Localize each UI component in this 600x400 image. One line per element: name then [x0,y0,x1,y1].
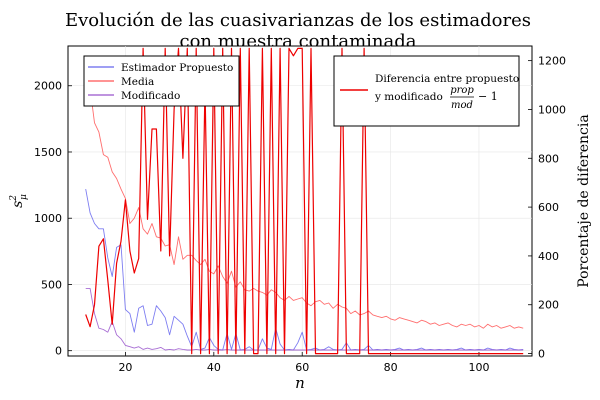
y-left-axis-ticks: 0 500 1000 1500 2000 [34,80,72,358]
legend-label-media: Media [121,76,154,88]
legend-label-propuesto: Estimador Propuesto [121,62,233,74]
legend-right: Diferencia entre propuesto y modificado … [333,55,520,127]
y-left-axis-label: s2μ [9,194,29,208]
x-axis-label: n [295,374,305,392]
y-right-tick-label: 1200 [538,55,566,68]
svg-text:s2μ: s2μ [9,194,29,208]
x-tick-label: 100 [468,361,489,374]
y-right-tick-label: 800 [538,152,559,165]
y-right-tick-label: 0 [538,348,545,361]
x-tick-label: 20 [118,361,132,374]
series-line-media [85,56,524,329]
legend-diff-suffix: − 1 [478,90,498,103]
legend-diff-frac-num: prop [450,85,474,96]
y-left-tick-label: 1000 [34,212,62,225]
y-right-axis-ticks: 0 200 400 600 800 1000 1200 [528,55,566,361]
y-right-tick-label: 600 [538,201,559,214]
y-left-tick-label: 1500 [34,146,62,159]
legend-left: Estimador Propuesto Media Modificado [83,55,240,107]
y-left-tick-label: 2000 [34,80,62,93]
legend-diff-frac-den: mod [451,100,473,111]
y-left-tick-label: 500 [41,278,62,291]
y-right-tick-label: 200 [538,299,559,312]
x-tick-label: 60 [295,361,309,374]
y-left-tick-label: 0 [55,345,62,358]
y-right-axis-label: Porcentaje de diferencia [576,114,592,287]
series-layer [85,47,524,355]
chart-title: Evolución de las cuasivarianzas de los e… [65,10,531,31]
series-line-modificado [85,287,524,351]
legend-right-box [333,55,520,127]
x-axis-ticks: 20 40 60 80 100 [118,352,489,374]
y-left-label-sub: μ [19,194,29,200]
y-right-tick-label: 400 [538,250,559,263]
x-tick-label: 40 [207,361,221,374]
legend-diff-line1: Diferencia entre propuesto [375,73,519,85]
legend-diff-prefix: y modificado [374,91,443,103]
y-left-label-base: s [10,201,26,208]
y-right-tick-label: 1000 [538,103,566,116]
y-left-label-sup: 2 [9,195,19,202]
series-line-diferencia [85,47,524,355]
x-tick-label: 80 [384,361,398,374]
legend-label-modificado: Modificado [121,90,180,102]
